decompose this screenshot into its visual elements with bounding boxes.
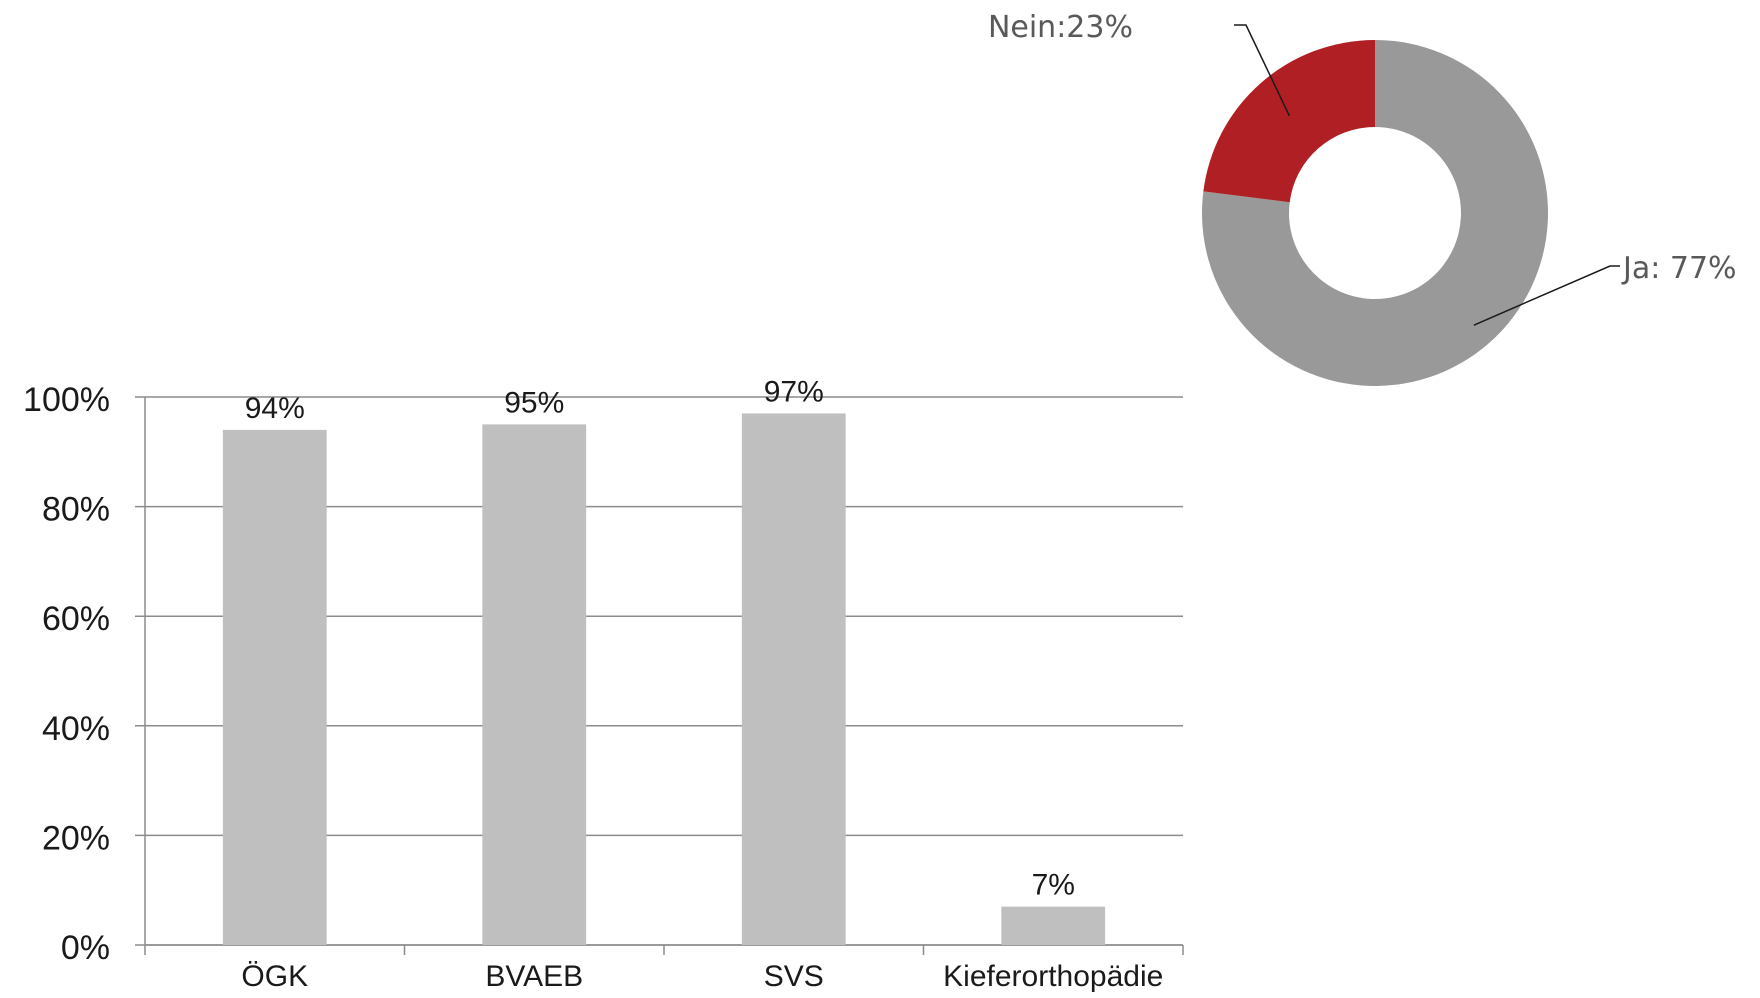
bar bbox=[741, 413, 846, 945]
donut-slice bbox=[1203, 40, 1376, 203]
bar bbox=[1001, 906, 1106, 945]
category-label: SVS bbox=[764, 960, 824, 993]
bar-data-label: 95% bbox=[504, 386, 564, 419]
y-tick-label: 20% bbox=[42, 819, 110, 857]
y-tick-label: 60% bbox=[42, 600, 110, 638]
bar bbox=[222, 429, 327, 945]
donut-slice bbox=[1202, 40, 1548, 387]
category-label: Kieferorthopädie bbox=[943, 960, 1163, 993]
bar-data-label: 94% bbox=[245, 392, 305, 425]
category-label: BVAEB bbox=[485, 960, 583, 993]
bar-chart: 0% 20% 40% 60% 80% 100% 94% ÖGK 95% BVAEB 97% SVS 7%… bbox=[23, 375, 1184, 993]
donut-label: Ja: 77% bbox=[1621, 251, 1737, 286]
donut-label: Nein:23% bbox=[988, 10, 1133, 45]
leader-line bbox=[1473, 265, 1620, 326]
donut-chart: Ja: 77% Nein:23% bbox=[988, 10, 1737, 387]
bar-data-label: 97% bbox=[764, 375, 824, 408]
y-tick-label: 80% bbox=[42, 491, 110, 529]
bar bbox=[482, 424, 587, 945]
y-tick-label: 40% bbox=[42, 710, 110, 748]
bar-data-label: 7% bbox=[1032, 869, 1075, 902]
y-tick-label: 100% bbox=[23, 381, 110, 419]
y-tick-label: 0% bbox=[61, 929, 110, 967]
leader-line bbox=[1234, 24, 1291, 117]
category-label: ÖGK bbox=[241, 960, 308, 993]
